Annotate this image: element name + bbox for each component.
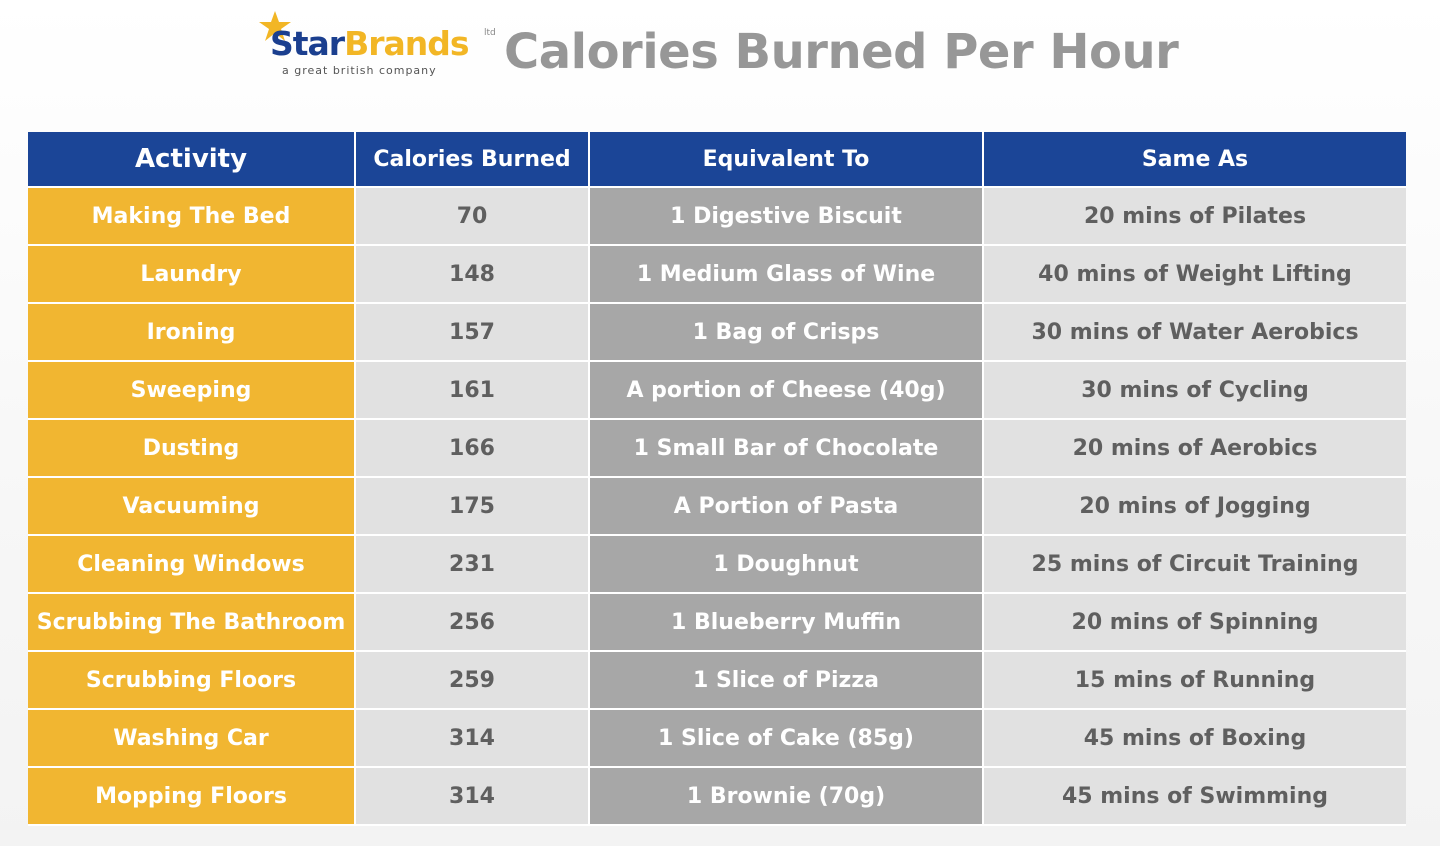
same-as-cell: 20 mins of Spinning	[984, 594, 1406, 652]
equivalent-cell: 1 Bag of Crisps	[590, 304, 984, 362]
calories-cell: 231	[356, 536, 590, 594]
table-row: Cleaning Windows 231 1 Doughnut 25 mins of …	[28, 536, 1406, 594]
same-as-cell: 30 mins of Water Aerobics	[984, 304, 1406, 362]
activity-cell: Mopping Floors	[28, 768, 356, 826]
same-as-cell: 40 mins of Weight Lifting	[984, 246, 1406, 304]
column-header-calories: Calories Burned	[356, 132, 590, 188]
activity-cell: Making The Bed	[28, 188, 356, 246]
equivalent-cell: 1 Medium Glass of Wine	[590, 246, 984, 304]
calories-cell: 175	[356, 478, 590, 536]
logo-name-brands: Brands	[344, 24, 469, 63]
table-row: Vacuuming 175 A Portion of Pasta 20 mins of…	[28, 478, 1406, 536]
column-header-activity: Activity	[28, 132, 356, 188]
activity-cell: Cleaning Windows	[28, 536, 356, 594]
table-header-row: Activity Calories Burned Equivalent To S…	[28, 132, 1406, 188]
calories-cell: 70	[356, 188, 590, 246]
same-as-cell: 20 mins of Pilates	[984, 188, 1406, 246]
calories-cell: 314	[356, 768, 590, 826]
activity-cell: Scrubbing The Bathroom	[28, 594, 356, 652]
column-header-same-as: Same As	[984, 132, 1406, 188]
table-body: Making The Bed 70 1 Digestive Biscuit 20 mi…	[28, 188, 1406, 826]
equivalent-cell: 1 Doughnut	[590, 536, 984, 594]
page-title: Calories Burned Per Hour	[504, 24, 1179, 80]
calories-cell: 148	[356, 246, 590, 304]
activity-cell: Laundry	[28, 246, 356, 304]
same-as-cell: 45 mins of Boxing	[984, 710, 1406, 768]
star-icon	[259, 11, 291, 41]
same-as-cell: 20 mins of Aerobics	[984, 420, 1406, 478]
logo-tagline: a great british company	[282, 64, 437, 77]
same-as-cell: 20 mins of Jogging	[984, 478, 1406, 536]
equivalent-cell: A portion of Cheese (40g)	[590, 362, 984, 420]
equivalent-cell: 1 Slice of Cake (85g)	[590, 710, 984, 768]
table-row: Sweeping 161 A portion of Cheese (40g) 30 m…	[28, 362, 1406, 420]
calories-cell: 259	[356, 652, 590, 710]
logo-suffix: ltd	[484, 28, 496, 38]
logo-wordmark: StarBrands	[270, 24, 470, 63]
table-row: Laundry 148 1 Medium Glass of Wine 40 mins …	[28, 246, 1406, 304]
activity-cell: Scrubbing Floors	[28, 652, 356, 710]
same-as-cell: 15 mins of Running	[984, 652, 1406, 710]
equivalent-cell: 1 Small Bar of Chocolate	[590, 420, 984, 478]
calories-table: Activity Calories Burned Equivalent To S…	[28, 132, 1406, 826]
table-row: Scrubbing Floors 259 1 Slice of Pizza 15 mi…	[28, 652, 1406, 710]
same-as-cell: 30 mins of Cycling	[984, 362, 1406, 420]
calories-cell: 161	[356, 362, 590, 420]
column-header-equivalent: Equivalent To	[590, 132, 984, 188]
table-row: Mopping Floors 314 1 Brownie (70g) 45 mins …	[28, 768, 1406, 826]
header: StarBrands ltd a great british company C…	[0, 0, 1440, 120]
table-row: Ironing 157 1 Bag of Crisps 30 mins of Wate…	[28, 304, 1406, 362]
equivalent-cell: 1 Brownie (70g)	[590, 768, 984, 826]
table-row: Dusting 166 1 Small Bar of Chocolate 20 min…	[28, 420, 1406, 478]
equivalent-cell: 1 Blueberry Muffin	[590, 594, 984, 652]
equivalent-cell: A Portion of Pasta	[590, 478, 984, 536]
equivalent-cell: 1 Digestive Biscuit	[590, 188, 984, 246]
activity-cell: Sweeping	[28, 362, 356, 420]
calories-cell: 256	[356, 594, 590, 652]
logo-name-star: Star	[270, 24, 345, 63]
table-row: Making The Bed 70 1 Digestive Biscuit 20 mi…	[28, 188, 1406, 246]
calories-cell: 166	[356, 420, 590, 478]
same-as-cell: 25 mins of Circuit Training	[984, 536, 1406, 594]
activity-cell: Washing Car	[28, 710, 356, 768]
table-row: Washing Car 314 1 Slice of Cake (85g) 45 mi…	[28, 710, 1406, 768]
activity-cell: Vacuuming	[28, 478, 356, 536]
activity-cell: Dusting	[28, 420, 356, 478]
calories-cell: 157	[356, 304, 590, 362]
table-row: Scrubbing The Bathroom 256 1 Blueberry Muf…	[28, 594, 1406, 652]
calories-cell: 314	[356, 710, 590, 768]
starbrands-logo: StarBrands ltd a great british company	[258, 10, 503, 80]
equivalent-cell: 1 Slice of Pizza	[590, 652, 984, 710]
activity-cell: Ironing	[28, 304, 356, 362]
same-as-cell: 45 mins of Swimming	[984, 768, 1406, 826]
